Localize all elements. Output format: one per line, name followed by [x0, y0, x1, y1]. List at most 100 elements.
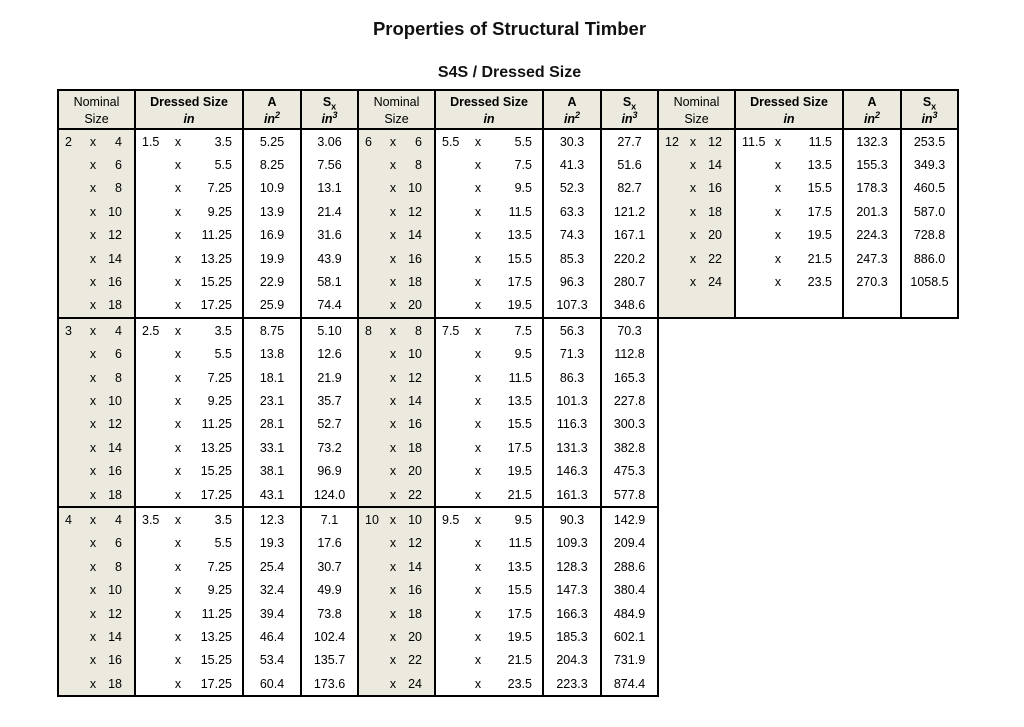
x-separator: x [474, 275, 482, 290]
header-area-symbol: A [567, 95, 577, 109]
dressed-depth: 9.5 [514, 347, 532, 362]
table-row: x 8 x 7.5 41.3 51.6 [359, 153, 657, 177]
table-row [659, 293, 957, 318]
dressed-depth: 17.25 [200, 298, 232, 313]
nominal-depth: 14 [708, 158, 722, 173]
dressed-width: 7.5 [442, 323, 460, 338]
nominal-size-cell: x 22 [359, 648, 434, 672]
x-separator: x [174, 606, 182, 621]
nominal-depth: 14 [108, 251, 122, 266]
nominal-depth: 16 [408, 583, 422, 598]
nominal-depth: 22 [708, 251, 722, 266]
x-separator: x [389, 347, 397, 362]
nominal-size-cell: x 14 [359, 389, 434, 413]
area-cell: 8.75 [242, 319, 300, 343]
x-separator: x [89, 536, 97, 551]
table-row: x 14 x 13.5 101.3 227.8 [359, 389, 657, 413]
section-modulus-cell: 380.4 [600, 578, 657, 602]
area-cell: 39.4 [242, 601, 300, 626]
unit-base: in [563, 111, 576, 126]
section-modulus-cell: 124.0 [300, 482, 357, 507]
size-block: 2 x 4 1.5 x 3.5 5.25 3.06 x 6 x 5.5 8.25 7.56 x 8 x 7.25 1… [59, 130, 357, 318]
nominal-size-cell: x 22 [659, 246, 734, 271]
nominal-size-cell: x 20 [359, 459, 434, 483]
nominal-depth: 12 [108, 417, 122, 432]
x-separator: x [689, 275, 697, 290]
unit-exponent: 2 [575, 109, 581, 120]
dressed-depth: 5.5 [214, 347, 232, 362]
nominal-size-cell: x 14 [359, 223, 434, 247]
dressed-depth: 11.5 [808, 134, 832, 149]
dressed-depth: 13.25 [200, 440, 232, 455]
dressed-depth: 13.25 [200, 629, 232, 644]
section-modulus-cell: 73.2 [300, 436, 357, 460]
area-cell: 23.1 [242, 389, 300, 413]
header-dressed-line1: Dressed Size [750, 95, 828, 109]
header-dressed-unit: in [783, 111, 795, 126]
table-row: x 20 x 19.5 107.3 348.6 [359, 293, 657, 318]
nominal-depth: 16 [108, 275, 122, 290]
area-cell: 107.3 [542, 293, 600, 318]
nominal-depth: 22 [408, 653, 422, 668]
area-cell: 13.8 [242, 342, 300, 366]
sx-subscript: x [931, 101, 937, 112]
table-row: x 22 x 21.5 247.3 886.0 [659, 246, 957, 271]
dressed-size-cell: x 15.5 [434, 246, 542, 271]
header-dressed-unit: in [183, 111, 195, 126]
area-cell: 109.3 [542, 531, 600, 556]
dressed-depth: 9.25 [207, 583, 232, 598]
unit-exponent: 2 [275, 109, 281, 120]
table-row: x 6 x 5.5 19.3 17.6 [59, 531, 357, 556]
x-separator: x [89, 275, 97, 290]
header-nominal-line1: Nominal [673, 95, 720, 109]
section-modulus-cell: 135.7 [300, 648, 357, 672]
table-row: x 18 x 17.25 25.9 74.4 [59, 293, 357, 318]
section-modulus-cell: 21.4 [300, 200, 357, 224]
section-modulus-cell: 31.6 [300, 223, 357, 247]
nominal-size-header: Nominal Size [359, 91, 434, 128]
dressed-size-cell: x 19.5 [734, 223, 842, 247]
section-modulus-cell: 13.1 [300, 176, 357, 201]
x-separator: x [174, 251, 182, 266]
section-modulus-cell: 475.3 [600, 459, 657, 483]
unit-exponent: 2 [875, 109, 881, 120]
header-sx-unit: in3 [902, 110, 957, 126]
size-block: 12 x 12 11.5 x 11.5 132.3 253.5 x 14 x 13.5 155.3 349… [659, 130, 957, 318]
table-row: x 6 x 5.5 8.25 7.56 [59, 153, 357, 177]
dressed-size-cell: x 23.5 [734, 270, 842, 294]
x-separator: x [474, 251, 482, 266]
nominal-depth: 6 [415, 134, 422, 149]
table-row: x 18 x 17.5 96.3 280.7 [359, 270, 657, 294]
table-row: 2 x 4 1.5 x 3.5 5.25 3.06 [59, 130, 357, 154]
nominal-width: 6 [365, 134, 372, 149]
section-modulus-cell: 280.7 [600, 270, 657, 294]
x-separator: x [89, 228, 97, 243]
dressed-depth: 13.5 [507, 393, 532, 408]
dressed-size-cell: x 7.25 [134, 176, 242, 201]
dressed-size-cell: x 13.25 [134, 246, 242, 271]
section-modulus-cell: 49.9 [300, 578, 357, 602]
section-modulus-cell: 288.6 [600, 555, 657, 579]
x-separator: x [174, 181, 182, 196]
area-cell: 63.3 [542, 200, 600, 224]
section-modulus-cell: 165.3 [600, 365, 657, 390]
x-separator: x [689, 181, 697, 196]
x-separator: x [389, 298, 397, 313]
table-body-group-3: 12 x 12 11.5 x 11.5 132.3 253.5 x 14 x 13.5 155.3 349… [659, 130, 957, 318]
section-modulus-cell: 7.1 [300, 508, 357, 532]
dressed-depth: 11.25 [201, 228, 232, 243]
dressed-depth: 11.5 [508, 536, 532, 551]
dressed-size-header: Dressed Size in [434, 91, 542, 128]
table-row: x 10 x 9.25 32.4 49.9 [59, 578, 357, 602]
area-cell: 13.9 [242, 200, 300, 224]
dressed-depth: 17.5 [507, 440, 532, 455]
x-separator: x [89, 181, 97, 196]
nominal-depth: 6 [115, 536, 122, 551]
table-row: x 14 x 13.5 74.3 167.1 [359, 223, 657, 247]
table-row: x 10 x 9.5 52.3 82.7 [359, 176, 657, 201]
nominal-size-cell [659, 293, 734, 318]
table-row: x 12 x 11.25 28.1 52.7 [59, 412, 357, 437]
nominal-depth: 18 [108, 676, 122, 691]
